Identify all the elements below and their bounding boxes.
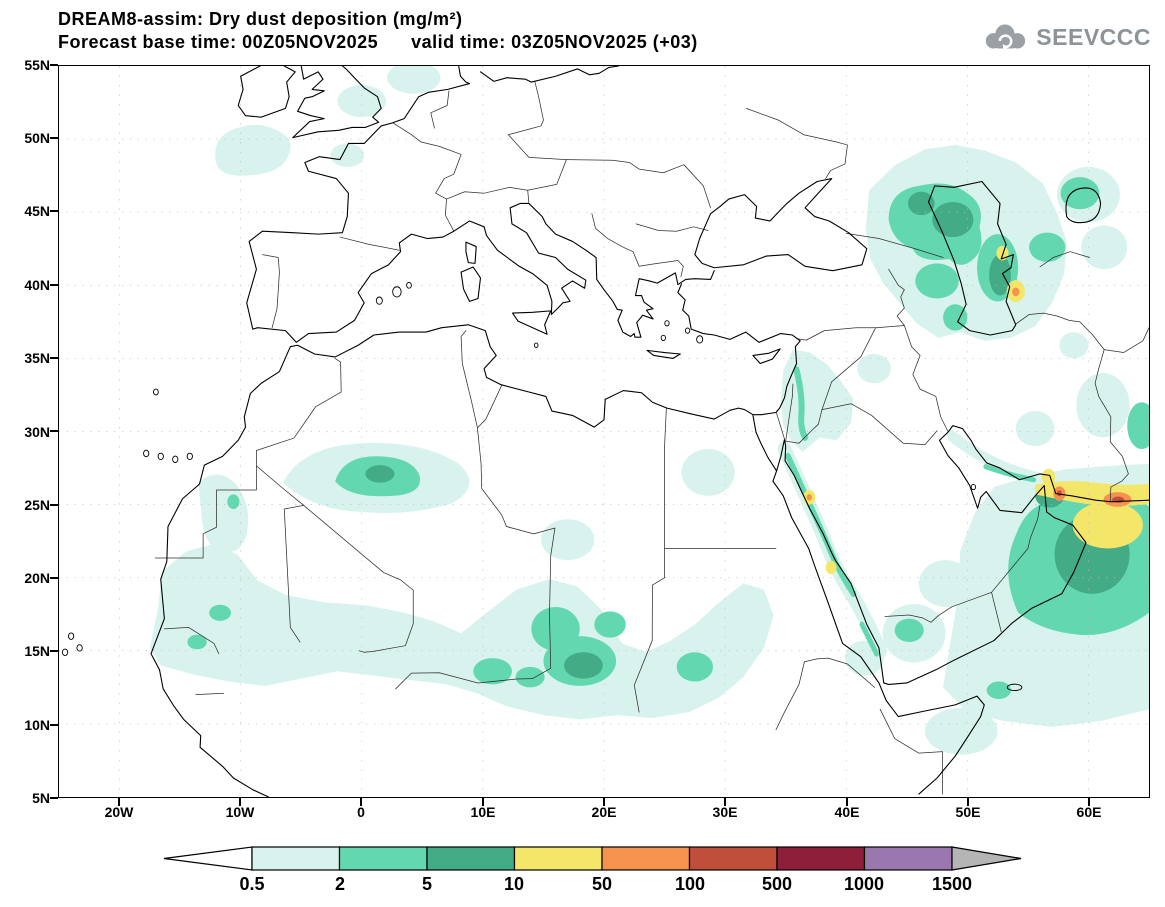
- legend-segment: [863, 846, 953, 871]
- map-subtitle-times: Forecast base time: 00Z05NOV2025 valid t…: [58, 32, 698, 52]
- lon-label: 50E: [955, 804, 981, 820]
- legend-value: 1000: [843, 874, 885, 894]
- lat-label: 50N: [24, 130, 50, 146]
- lon-label: 20W: [104, 804, 134, 820]
- lat-tick: [50, 64, 58, 66]
- lat-label: 45N: [24, 203, 50, 219]
- logo-wordmark: SEEVCCC: [1036, 23, 1151, 50]
- lat-label: 55N: [24, 57, 50, 73]
- coastlines: [151, 66, 1149, 797]
- lat-tick: [50, 357, 58, 359]
- lon-label: 0: [357, 804, 365, 820]
- legend-segment: [601, 846, 691, 871]
- map-plot-area: [58, 65, 1150, 798]
- color-scale-legend: [163, 846, 1022, 871]
- lon-label: 20E: [591, 804, 617, 820]
- lat-tick: [50, 724, 58, 726]
- lat-tick: [50, 577, 58, 579]
- lon-tick: [967, 798, 969, 806]
- cloud-logo-icon: [986, 24, 1026, 50]
- lat-tick: [50, 650, 58, 652]
- lon-tick: [846, 798, 848, 806]
- map-svg: [59, 66, 1149, 797]
- legend-value: 5: [421, 874, 432, 894]
- legend-value: 0.5: [239, 874, 265, 894]
- legend-value: 50: [591, 874, 613, 894]
- lat-label: 5N: [32, 790, 50, 806]
- map-title: DREAM8-assim: Dry dust deposition (mg/m²…: [58, 9, 463, 29]
- legend-segment: [338, 846, 428, 871]
- lat-tick: [50, 210, 58, 212]
- dust-shading-0p5: [149, 66, 1149, 755]
- lon-tick: [482, 798, 484, 806]
- lon-tick: [724, 798, 726, 806]
- lat-label: 20N: [24, 570, 50, 586]
- legend-value: 2: [334, 874, 345, 894]
- legend-segment: [251, 846, 341, 871]
- legend-value: 100: [674, 874, 706, 894]
- lat-tick: [50, 137, 58, 139]
- lon-label: 30E: [712, 804, 738, 820]
- lat-tick: [50, 284, 58, 286]
- legend-arrow-right: [951, 846, 1022, 871]
- country-borders: [155, 82, 1149, 794]
- legend-value: 500: [761, 874, 793, 894]
- lon-tick: [118, 798, 120, 806]
- lat-label: 15N: [24, 643, 50, 659]
- legend-segment: [688, 846, 778, 871]
- legend-value: 1500: [931, 874, 973, 894]
- legend-segment: [776, 846, 866, 871]
- lon-label: 60E: [1076, 804, 1102, 820]
- seevccc-logo: SEEVCCC: [981, 22, 1151, 52]
- lat-label: 10N: [24, 717, 50, 733]
- legend-segment: [513, 846, 603, 871]
- lon-tick: [239, 798, 241, 806]
- lat-tick: [50, 797, 58, 799]
- lat-label: 30N: [24, 424, 50, 440]
- lon-tick: [1088, 798, 1090, 806]
- lon-label: 10W: [225, 804, 255, 820]
- lat-tick: [50, 504, 58, 506]
- small-islands: [62, 282, 1021, 690]
- lon-tick: [360, 798, 362, 806]
- legend-arrow-left: [163, 846, 253, 871]
- lat-label: 40N: [24, 277, 50, 293]
- lat-label: 35N: [24, 350, 50, 366]
- graticule: [59, 66, 1149, 797]
- lat-tick: [50, 430, 58, 432]
- lon-tick: [603, 798, 605, 806]
- lon-label: 40E: [834, 804, 860, 820]
- lat-label: 25N: [24, 497, 50, 513]
- legend-value: 10: [503, 874, 525, 894]
- lon-label: 10E: [470, 804, 496, 820]
- legend-segment: [426, 846, 516, 871]
